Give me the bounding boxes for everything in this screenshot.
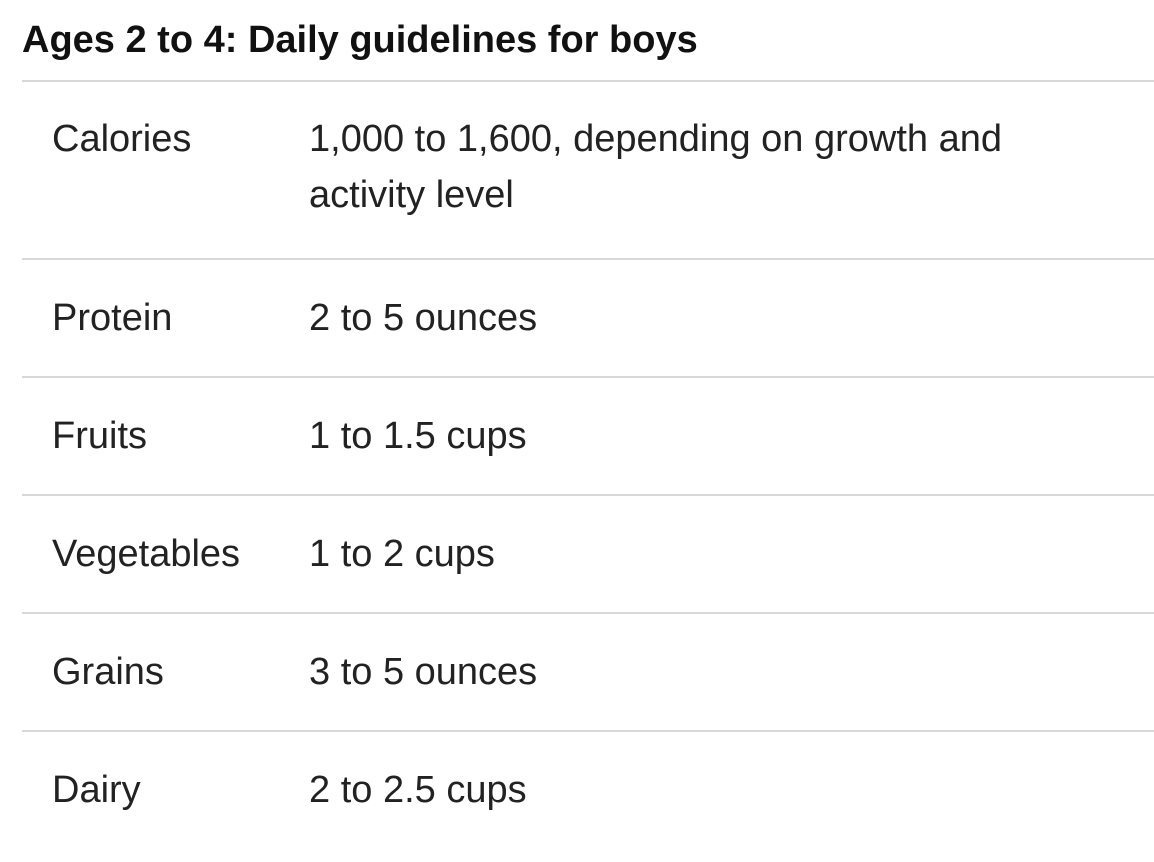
- table-row-grains: Grains 3 to 5 ounces: [22, 613, 1154, 731]
- row-value: 1 to 1.5 cups: [309, 415, 527, 457]
- row-value-cell: 1,000 to 1,600, depending on growth and …: [309, 81, 1154, 259]
- table-row-dairy: Dairy 2 to 2.5 cups: [22, 731, 1154, 848]
- row-label: Vegetables: [52, 533, 241, 575]
- row-label: Fruits: [52, 415, 147, 457]
- table-row-calories: Calories 1,000 to 1,600, depending on gr…: [22, 81, 1154, 259]
- row-label: Grains: [52, 651, 164, 693]
- page-title: Ages 2 to 4: Daily guidelines for boys: [22, 19, 698, 61]
- table-row-vegetables: Vegetables 1 to 2 cups: [22, 495, 1154, 613]
- row-label: Protein: [52, 297, 173, 339]
- row-label: Calories: [52, 118, 192, 160]
- row-value: 1 to 2 cups: [309, 533, 495, 575]
- row-value: 3 to 5 ounces: [309, 651, 538, 693]
- row-value: 2 to 5 ounces: [309, 297, 538, 339]
- table-row-protein: Protein 2 to 5 ounces: [22, 259, 1154, 377]
- guidelines-section: Ages 2 to 4: Daily guidelines for boys C…: [22, 0, 1154, 848]
- row-value: 2 to 2.5 cups: [309, 769, 527, 811]
- guidelines-table: Calories 1,000 to 1,600, depending on gr…: [22, 80, 1154, 848]
- row-value: 1,000 to 1,600, depending on growth and …: [309, 118, 1003, 216]
- row-label: Dairy: [52, 769, 141, 811]
- table-row-fruits: Fruits 1 to 1.5 cups: [22, 377, 1154, 495]
